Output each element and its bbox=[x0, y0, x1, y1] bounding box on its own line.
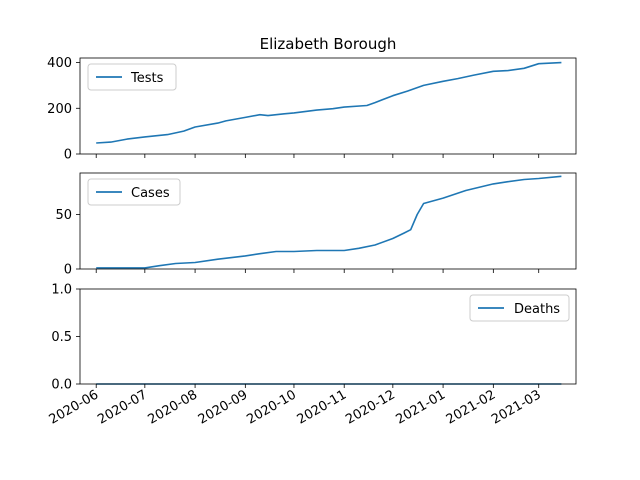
chart-title: Elizabeth Borough bbox=[260, 35, 397, 53]
x-tick-labels: 2020-062020-072020-082020-092020-102020-… bbox=[47, 387, 544, 427]
legend-label: Tests bbox=[130, 71, 164, 86]
axes-tests: 0 200 400 bbox=[47, 56, 577, 163]
axes-deaths: 0.0 0.5 1.0 bbox=[51, 283, 577, 393]
panel-deaths: 0.0 0.5 1.0 Deaths bbox=[51, 283, 577, 393]
x-tick-label: 2020-06 bbox=[47, 387, 102, 427]
y-tick-label: 0.5 bbox=[51, 330, 72, 345]
y-tick-label: 0.0 bbox=[51, 378, 72, 393]
legend-box bbox=[469, 294, 570, 322]
x-tick-label: 2021-02 bbox=[444, 387, 499, 427]
y-tick-label: 50 bbox=[55, 208, 72, 223]
y-tick-label: 0 bbox=[64, 263, 72, 278]
axes-frame bbox=[79, 57, 577, 155]
axes-cases: 0 50 bbox=[55, 172, 577, 278]
y-tick-label: 200 bbox=[47, 102, 72, 117]
y-tick-label: 0 bbox=[64, 148, 72, 163]
x-tick-label: 2020-07 bbox=[95, 387, 150, 427]
legend-label: Cases bbox=[131, 186, 170, 201]
legend-box bbox=[87, 63, 177, 91]
series-line-cases bbox=[96, 175, 562, 269]
legend-tests: Tests bbox=[87, 63, 177, 91]
x-tick-label: 2021-03 bbox=[489, 387, 544, 427]
y-tick-label: 400 bbox=[47, 56, 72, 71]
x-tick-label: 2020-08 bbox=[146, 387, 201, 427]
panel-cases: 0 50 Cases bbox=[55, 172, 577, 278]
legend-cases: Cases bbox=[87, 178, 181, 206]
legend-deaths: Deaths bbox=[469, 294, 570, 322]
legend-box bbox=[87, 178, 181, 206]
x-tick-label: 2020-09 bbox=[196, 387, 251, 427]
y-tick-label: 1.0 bbox=[51, 283, 72, 298]
panel-tests: 0 200 400 Tests bbox=[47, 56, 577, 163]
axes-frame bbox=[79, 172, 577, 270]
series-line-tests bbox=[96, 61, 562, 144]
x-tick-label: 2020-11 bbox=[295, 387, 350, 427]
legend-label: Deaths bbox=[514, 302, 560, 317]
x-tick-label: 2020-10 bbox=[244, 387, 299, 427]
x-tick-label: 2020-12 bbox=[343, 387, 398, 427]
x-tick-label: 2021-01 bbox=[394, 387, 449, 427]
